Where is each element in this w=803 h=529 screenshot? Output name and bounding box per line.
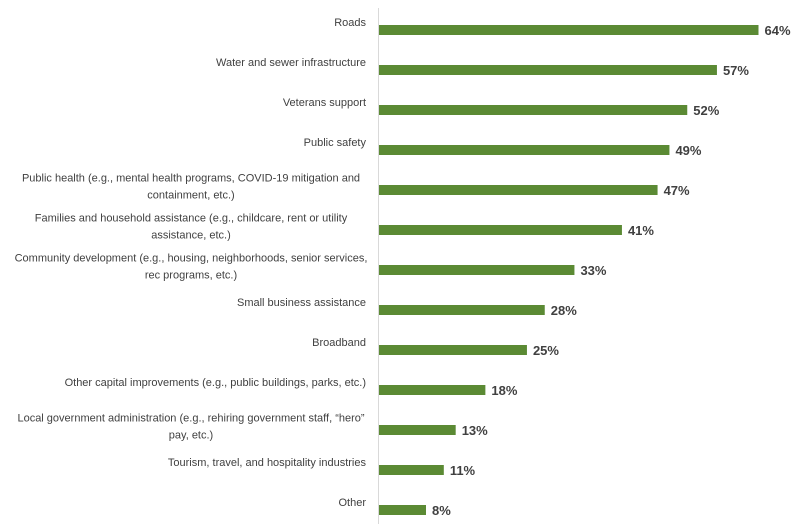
- value-label: 25%: [533, 343, 559, 358]
- value-label: 11%: [450, 463, 476, 478]
- value-labels: 64% 57% 52% 49% 47% 41% 33% 28% 25% 18% 13% 11% 8%: [432, 23, 791, 518]
- category-label: Families and household assistance (e.g.,…: [35, 213, 348, 225]
- category-label: Other: [338, 497, 366, 509]
- category-label: Community development (e.g., housing, ne…: [15, 253, 368, 265]
- value-label: 13%: [462, 423, 488, 438]
- category-label: Small business assistance: [237, 297, 366, 309]
- category-label: Roads: [334, 17, 366, 29]
- bar: [378, 465, 444, 475]
- category-label: rec programs, etc.): [145, 270, 237, 282]
- category-labels: Roads Water and sewer infrastructure Veter…: [15, 17, 368, 509]
- bar: [378, 185, 658, 195]
- category-label: Tourism, travel, and hospitality industr…: [168, 457, 367, 469]
- category-label: pay, etc.): [169, 430, 213, 442]
- bar: [378, 305, 545, 315]
- category-label: Other capital improvements (e.g., public…: [65, 377, 366, 389]
- bar: [378, 105, 688, 115]
- bar: [378, 265, 575, 275]
- bar: [378, 25, 759, 35]
- value-label: 33%: [580, 263, 606, 278]
- bar: [378, 145, 670, 155]
- bars: [378, 25, 759, 515]
- bar: [378, 345, 527, 355]
- bar: [378, 425, 456, 435]
- category-label: Local government administration (e.g., r…: [17, 413, 364, 425]
- bar: [378, 65, 717, 75]
- category-label: Veterans support: [283, 97, 366, 109]
- category-label: Water and sewer infrastructure: [216, 57, 366, 69]
- value-label: 18%: [491, 383, 517, 398]
- bar: [378, 385, 486, 395]
- category-label: Public health (e.g., mental health progr…: [22, 173, 360, 185]
- category-label: Public safety: [304, 137, 367, 149]
- value-label: 47%: [664, 183, 690, 198]
- bar: [378, 225, 622, 235]
- category-label: assistance, etc.): [151, 230, 230, 242]
- value-label: 8%: [432, 503, 451, 518]
- value-label: 52%: [693, 103, 719, 118]
- bar: [378, 505, 426, 515]
- value-label: 49%: [675, 143, 701, 158]
- value-label: 41%: [628, 223, 654, 238]
- category-label: Broadband: [312, 337, 366, 349]
- category-label: containment, etc.): [147, 190, 234, 202]
- value-label: 28%: [551, 303, 577, 318]
- value-label: 57%: [723, 63, 749, 78]
- value-label: 64%: [765, 23, 791, 38]
